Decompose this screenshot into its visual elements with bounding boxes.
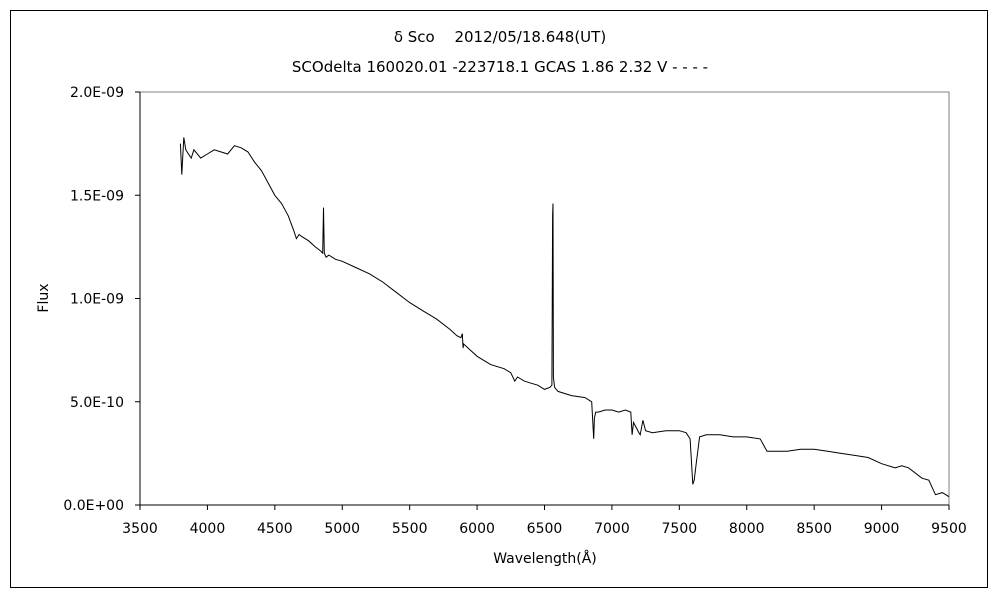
x-tick-label: 3500: [122, 521, 158, 537]
x-tick-label: 9000: [864, 521, 900, 537]
y-tick-label: 0.0E+00: [63, 498, 124, 514]
y-tick-label: 5.0E-10: [70, 395, 124, 411]
chart-title: δ Sco 2012/05/18.648(UT): [393, 28, 607, 46]
y-axis-label: Flux: [36, 283, 52, 312]
x-tick-label: 6000: [459, 521, 495, 537]
x-axis-label: Wavelength(Å): [493, 550, 597, 567]
x-tick-label: 5000: [324, 521, 360, 537]
x-tick-label: 8000: [729, 521, 765, 537]
x-tick-label: 4000: [190, 521, 226, 537]
x-axis-ticks: 3500 4000 4500 5000 5500 6000 6500 7000 7500 8000…: [122, 505, 967, 537]
x-tick-label: 9500: [931, 521, 967, 537]
plot-area: [139, 91, 950, 506]
y-tick-label: 1.0E-09: [70, 292, 124, 308]
x-tick-label: 4500: [257, 521, 293, 537]
x-tick-label: 7500: [662, 521, 698, 537]
x-tick-label: 7000: [594, 521, 630, 537]
series-line: [179, 137, 950, 498]
x-tick-label: 8500: [796, 521, 832, 537]
y-axis-ticks: 0.0E+00 5.0E-10 1.0E-09 1.5E-09 2.0E-09: [63, 85, 140, 514]
y-tick-label: 1.5E-09: [70, 188, 124, 204]
chart-frame: [10, 10, 988, 588]
x-tick-label: 6500: [527, 521, 563, 537]
x-tick-label: 5500: [392, 521, 428, 537]
y-tick-label: 2.0E-09: [70, 85, 124, 101]
chart-subtitle: SCOdelta 160020.01 -223718.1 GCAS 1.86 2…: [291, 58, 709, 76]
